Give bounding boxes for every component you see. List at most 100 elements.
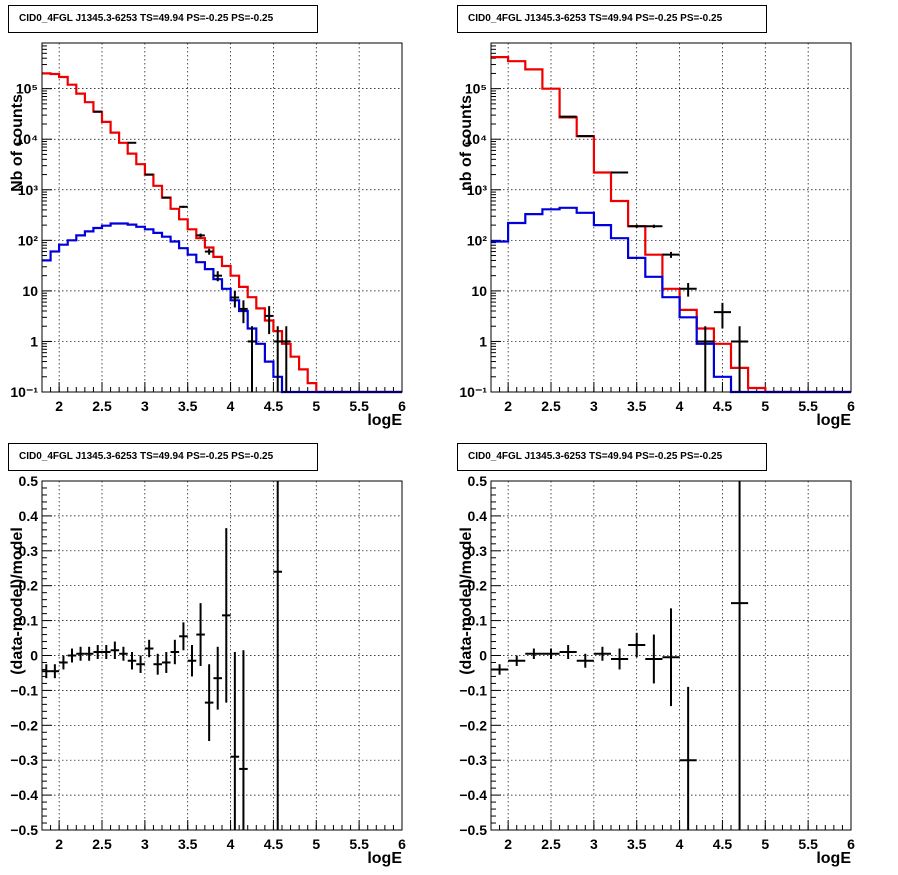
panel3-y-tick-label: −0.1 — [10, 682, 38, 698]
panel1-y-tick-label: 10² — [18, 232, 39, 248]
panel4-y-tick-label: 0 — [479, 648, 487, 664]
panel3-data-point — [230, 652, 240, 830]
panel2-data-point — [662, 251, 680, 258]
panel-title-4: CID0_4FGL J1345.3-6253 TS=49.94 PS=-0.25… — [457, 443, 767, 471]
panel-title-3: CID0_4FGL J1345.3-6253 TS=49.94 PS=-0.25… — [8, 443, 318, 471]
panel2-x-tick-label: 2 — [504, 398, 512, 414]
panel4-data-point — [576, 653, 594, 668]
panel4-y-tick-label: −0.1 — [459, 682, 487, 698]
panel2-data-point — [645, 224, 663, 228]
panel3-x-tick-label: 4 — [227, 836, 235, 852]
panel3-y-tick-label: −0.3 — [10, 752, 38, 768]
panel-title-2: CID0_4FGL J1345.3-6253 TS=49.94 PS=-0.25… — [457, 5, 767, 33]
panel1-y-tick-label: 1 — [30, 333, 38, 349]
panel1-data-point — [230, 290, 240, 308]
panel2-y-tick-label: 10 — [471, 283, 487, 299]
panel4-plot-frame — [490, 480, 852, 831]
panel4-y-axis-title: (data-model)/model — [458, 527, 475, 675]
panel1-x-tick-label: 3.5 — [178, 398, 198, 414]
panel3-plot-frame — [41, 480, 403, 831]
panel2-x-tick-label: 3.5 — [627, 398, 647, 414]
panel3-data-point — [84, 646, 94, 661]
panel4-x-tick-label: 4.5 — [713, 836, 733, 852]
panel1-y-tick-label: 10⁻¹ — [10, 384, 38, 400]
panel1-x-tick-label: 2 — [55, 398, 63, 414]
panel3-y-tick-label: 0 — [30, 648, 38, 664]
panel3-data-point — [213, 646, 222, 710]
panel1-data-point — [196, 233, 205, 238]
panel4-y-tick-label: −0.2 — [459, 717, 487, 733]
panel1-data-point — [162, 196, 171, 199]
panel2-y-axis-title: nb of counts — [458, 95, 475, 191]
panel4-y-tick-label: −0.5 — [459, 822, 487, 838]
panel1-x-tick-label: 6 — [398, 398, 406, 414]
panel3-x-tick-label: 4.5 — [264, 836, 284, 852]
panel2-x-tick-label: 2.5 — [541, 398, 561, 414]
panel2-data-point — [713, 302, 731, 329]
panel1-x-tick-label: 5.5 — [349, 398, 369, 414]
panel3-data-point — [179, 622, 188, 651]
panel1-data-point — [273, 326, 282, 392]
panel4-data-point — [593, 646, 611, 661]
panel3-data-point — [76, 646, 85, 661]
panel3-data-point — [162, 652, 171, 673]
panel4-data-point — [611, 648, 629, 670]
panel2-series-red-line — [491, 56, 851, 394]
panel3-data-point — [119, 646, 128, 661]
panel1-x-tick-label: 5 — [312, 398, 320, 414]
panel4-data-point — [491, 664, 509, 675]
panel3-y-axis-title: (data-model)/model — [9, 527, 26, 675]
panel3-data-point — [239, 650, 248, 830]
panel2-x-tick-label: 5 — [761, 398, 769, 414]
panel4-x-tick-label: 2.5 — [541, 836, 561, 852]
panel1-series-blue-line — [42, 222, 402, 394]
panel2-y-tick-label: 1 — [479, 333, 487, 349]
panel3-x-tick-label: 2 — [55, 836, 63, 852]
panel2-y-tick-label: 10⁴ — [465, 131, 488, 147]
panel2-x-tick-label: 3 — [590, 398, 598, 414]
panel3-y-tick-label: 0.5 — [19, 473, 39, 489]
panel3-data-point — [153, 653, 162, 675]
panel3-data-point — [42, 664, 51, 679]
panel1-x-tick-label: 2.5 — [92, 398, 112, 414]
panel3-x-tick-label: 2.5 — [92, 836, 112, 852]
panel3-x-tick-label: 6 — [398, 836, 406, 852]
panel2-data-point — [731, 326, 749, 392]
panel3-data-point — [170, 639, 180, 665]
panel4-y-tick-label: 0.5 — [468, 473, 488, 489]
panel3-x-tick-label: 3.5 — [178, 836, 198, 852]
panel3-x-tick-label: 3 — [141, 836, 149, 852]
panel1-data-point — [264, 306, 274, 335]
panel2-x-axis-title: logE — [816, 412, 851, 429]
panel2-x-tick-label: 5.5 — [798, 398, 818, 414]
panel2-data-point — [696, 326, 714, 392]
panel-title-1: CID0_4FGL J1345.3-6253 TS=49.94 PS=-0.25… — [8, 5, 318, 33]
panel2-plot-frame — [490, 42, 852, 393]
panel2-y-tick-label: 10⁵ — [465, 81, 487, 97]
panel3-x-tick-label: 5.5 — [349, 836, 369, 852]
panel4-x-axis-title: logE — [816, 850, 851, 867]
panel3-y-tick-label: 0.2 — [19, 578, 39, 594]
panel1-data-point — [179, 205, 188, 208]
panel1-data-point — [247, 326, 257, 392]
panel4-x-tick-label: 6 — [847, 836, 855, 852]
panel4-x-tick-label: 3.5 — [627, 836, 647, 852]
panel4-y-tick-label: 0.3 — [468, 543, 488, 559]
panel4-x-tick-label: 2 — [504, 836, 512, 852]
panel1-y-tick-label: 10 — [22, 283, 38, 299]
panel1-x-tick-label: 4 — [227, 398, 235, 414]
panel3-data-point — [222, 528, 231, 703]
panel2-y-tick-label: 10³ — [467, 182, 488, 198]
panel3-y-tick-label: −0.4 — [10, 787, 38, 803]
panel3-data-point — [50, 664, 60, 679]
panel1-y-tick-label: 10³ — [18, 182, 39, 198]
panel4-x-tick-label: 5 — [761, 836, 769, 852]
panel4-y-tick-label: −0.4 — [459, 787, 487, 803]
panel4-x-tick-label: 3 — [590, 836, 598, 852]
panel3-data-point — [136, 655, 145, 673]
panel3-data-point — [93, 645, 102, 659]
panel3-data-point — [102, 645, 111, 659]
panel2-x-tick-label: 4.5 — [713, 398, 733, 414]
panel4-data-point — [525, 648, 543, 659]
